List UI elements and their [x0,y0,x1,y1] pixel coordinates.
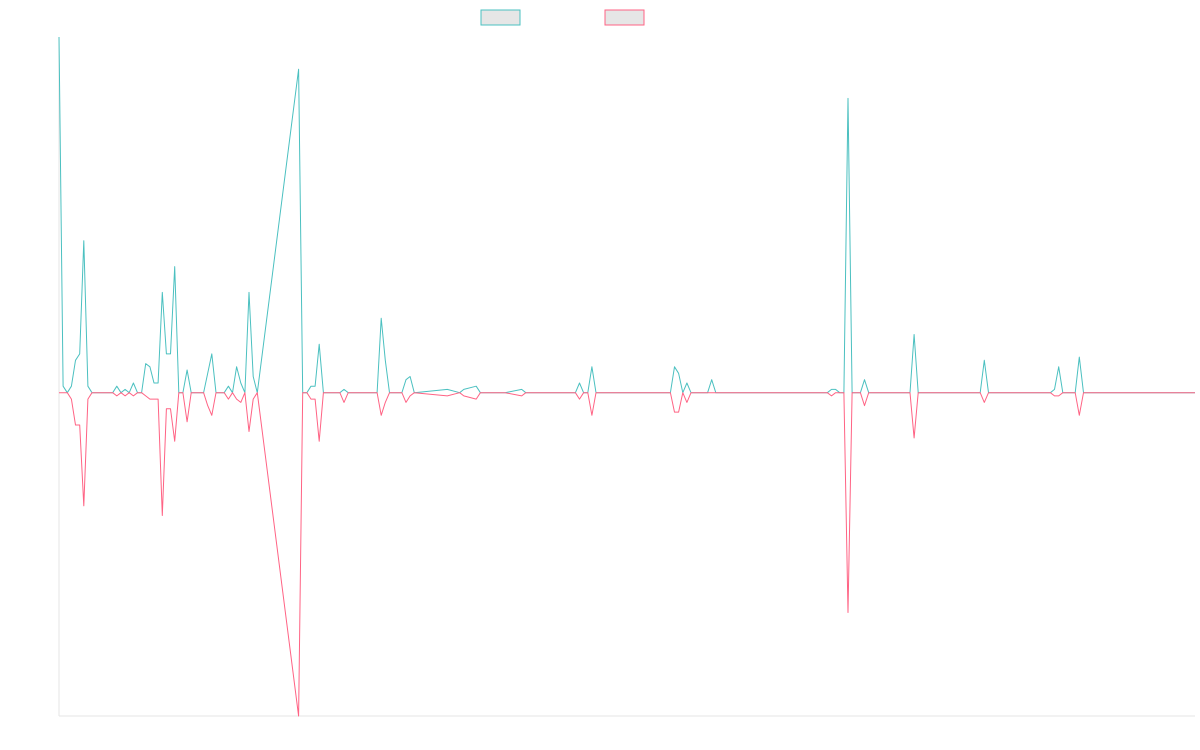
series-line-2 [59,392,1195,717]
legend-swatch-2[interactable] [604,9,645,26]
series-group [58,36,1195,717]
series-line-1 [58,36,1195,394]
legend[interactable] [480,9,645,26]
legend-swatch-1[interactable] [480,9,521,26]
axes [58,37,1195,717]
